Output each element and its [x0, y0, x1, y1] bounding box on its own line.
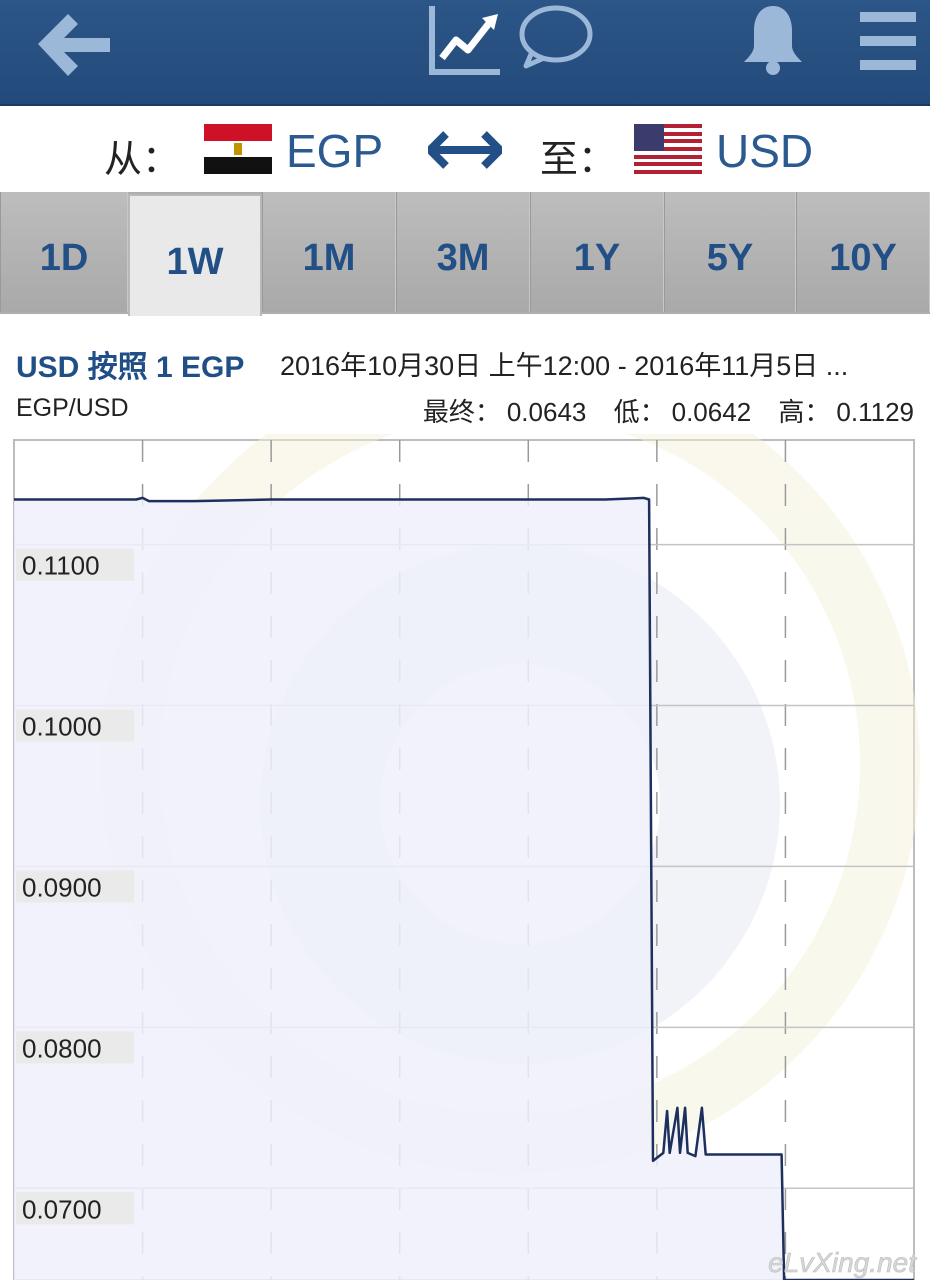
double-arrow-icon[interactable] [428, 130, 502, 170]
from-currency-code: EGP [286, 125, 384, 177]
egypt-flag-icon [204, 124, 272, 174]
menu-button[interactable] [852, 0, 922, 104]
date-range: 2016年10月30日 上午12:00 - 2016年11月5日 ... [280, 351, 849, 381]
chart-header: USD 按照 1 EGP 2016年10月30日 上午12:00 - 2016年… [0, 322, 930, 434]
notifications-button[interactable] [738, 0, 808, 104]
low-label: 低： [613, 397, 666, 427]
arrow-left-icon [38, 14, 110, 76]
tab-1w[interactable]: 1W [128, 194, 262, 316]
y-tick-label: 0.1000 [22, 712, 102, 742]
watermark-text: eLvXing.net [768, 1247, 917, 1278]
bell-icon [744, 6, 802, 75]
series-line [14, 496, 914, 1280]
usa-flag-icon [634, 124, 702, 174]
final-label: 最终： [422, 397, 501, 427]
to-label: 至： [540, 137, 617, 181]
y-tick-label-bg [16, 709, 134, 742]
pair-name: EGP/USD [16, 394, 129, 422]
tab-1d[interactable]: 1D [0, 192, 128, 312]
y-tick-label: 0.0800 [22, 1033, 102, 1063]
tab-10y[interactable]: 10Y [796, 192, 930, 312]
rate-chart[interactable]: 0.1100 0.1000 0.0900 0.0800 0.0700 eLvXing.n… [0, 434, 930, 1280]
tab-1m[interactable]: 1M [262, 192, 396, 312]
y-tick-label: 0.0900 [22, 872, 102, 902]
y-tick-label: 0.0700 [22, 1194, 102, 1224]
series-area [14, 497, 914, 1280]
tab-1y[interactable]: 1Y [530, 192, 664, 312]
y-tick-label: 0.1100 [22, 551, 100, 581]
low-value: 0.0642 [671, 397, 752, 427]
y-axis-labels: 0.1100 0.1000 0.0900 0.0800 0.0700 [16, 548, 134, 1225]
chart-title: USD 按照 1 EGP [16, 351, 245, 384]
high-label: 高： [778, 397, 831, 427]
back-button[interactable] [20, 0, 120, 104]
y-tick-label-bg [16, 548, 134, 581]
hamburger-menu-icon [860, 12, 916, 70]
speech-bubble-icon [519, 5, 593, 69]
tab-5y[interactable]: 5Y [664, 192, 796, 312]
to-currency-code: USD [716, 125, 814, 177]
top-nav-bar [0, 0, 930, 106]
y-tick-label-bg [16, 870, 134, 903]
range-tabs: 1D 1W 1M 3M 1Y 5Y 10Y [0, 192, 930, 316]
chat-button[interactable] [518, 0, 598, 104]
tab-3m[interactable]: 3M [396, 192, 530, 312]
high-value: 0.1129 [836, 397, 914, 427]
y-tick-label-bg [16, 1031, 134, 1064]
final-value: 0.0643 [506, 397, 587, 427]
trend-chart-icon [429, 6, 500, 75]
chart-view-button[interactable] [426, 0, 510, 104]
currency-pair-row: 从： EGP 至： USD [0, 106, 930, 192]
y-tick-label-bg [16, 1192, 134, 1225]
from-label: 从： [104, 137, 181, 181]
stats-row: 最终： 0.0643 低： 0.0642 高： 0.1129 [403, 392, 914, 429]
